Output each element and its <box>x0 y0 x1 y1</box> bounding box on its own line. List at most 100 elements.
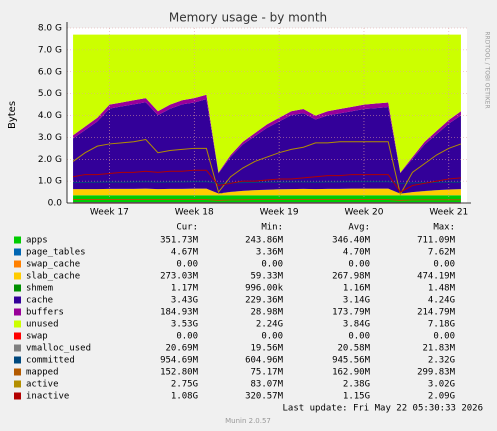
stat-value: 0.00 <box>433 332 455 342</box>
legend-swatch <box>14 296 21 304</box>
line-series <box>72 169 461 193</box>
y-axis-label: Bytes <box>7 101 18 129</box>
legend-swatch <box>14 332 21 340</box>
stat-value: 351.73M <box>160 236 199 246</box>
stat-value: 75.17M <box>250 368 283 378</box>
stat-value: 21.83M <box>422 344 455 354</box>
stat-value: 0.00 <box>433 260 455 270</box>
legend-swatch <box>14 344 21 352</box>
stat-value: 214.79M <box>417 308 456 318</box>
stat-value: 474.19M <box>417 272 456 282</box>
chart-title: Memory usage - by month <box>169 11 327 25</box>
stat-value: 152.80M <box>160 368 199 378</box>
stat-value: 2.38G <box>343 380 370 390</box>
legend-swatch <box>14 284 21 292</box>
stat-value: 7.62M <box>428 248 456 258</box>
legend-swatch <box>14 392 21 400</box>
stat-value: 0.00 <box>261 332 283 342</box>
legend-label: swap <box>26 332 48 342</box>
legend-swatch <box>14 272 21 280</box>
stat-value: 229.36M <box>245 296 284 306</box>
x-tick-label: Week 17 <box>90 208 129 218</box>
stat-value: 83.07M <box>250 380 283 390</box>
stat-value: 4.24G <box>428 296 455 306</box>
y-tick-label: 7.0 G <box>38 45 62 55</box>
y-tick-label: 5.0 G <box>38 89 62 99</box>
legend-swatch <box>14 356 21 364</box>
stat-value: 0.00 <box>348 332 370 342</box>
legend-swatch <box>14 320 21 328</box>
stat-value: 1.48M <box>428 284 456 294</box>
legend-label: cache <box>26 296 53 306</box>
line-series <box>72 139 462 196</box>
stats-header: Avg: <box>348 223 370 233</box>
y-tick-label: 1.0 G <box>38 177 62 187</box>
legend-label: apps <box>26 236 48 246</box>
watermark: RRDTOOL / TOBI OETIKER <box>484 31 491 108</box>
stat-value: 0.00 <box>176 332 198 342</box>
line-series <box>73 199 461 201</box>
y-tick-label: 6.0 G <box>38 67 62 77</box>
stats-header: Min: <box>261 223 283 233</box>
stat-value: 0.00 <box>261 260 283 270</box>
stat-value: 3.43G <box>171 296 198 306</box>
line-series <box>73 181 461 184</box>
legend-label: mapped <box>26 368 59 378</box>
stat-value: 173.79M <box>332 308 371 318</box>
area-series <box>73 34 461 173</box>
stat-value: 2.09G <box>428 392 455 402</box>
stat-value: 28.98M <box>250 308 283 318</box>
y-tick-label: 4.0 G <box>38 111 62 121</box>
stat-value: 346.40M <box>332 236 371 246</box>
stat-value: 711.09M <box>417 236 456 246</box>
stat-value: 299.83M <box>417 368 456 378</box>
legend-label: swap_cache <box>26 260 80 270</box>
stats-header: Max: <box>433 223 455 233</box>
legend-swatch <box>14 260 21 268</box>
footer: Munin 2.0.57 <box>225 417 271 425</box>
stat-value: 7.18G <box>428 320 455 330</box>
stat-value: 945.56M <box>332 356 371 366</box>
stat-value: 20.58M <box>337 344 370 354</box>
area-series <box>73 99 461 194</box>
stat-value: 19.56M <box>250 344 283 354</box>
stat-value: 2.24G <box>256 320 283 330</box>
stat-value: 2.75G <box>171 380 198 390</box>
stat-value: 1.17M <box>171 284 199 294</box>
x-tick-label: Week 21 <box>429 208 468 218</box>
x-tick-label: Week 20 <box>344 208 383 218</box>
y-tick-label: 3.0 G <box>38 133 62 143</box>
legend-label: unused <box>26 320 59 330</box>
stat-value: 4.70M <box>343 248 371 258</box>
legend-label: page_tables <box>26 248 86 258</box>
legend-swatch <box>14 380 21 388</box>
stat-value: 3.36M <box>256 248 284 258</box>
stat-value: 267.98M <box>332 272 371 282</box>
y-tick-label: 0.0 <box>48 199 63 209</box>
x-tick-label: Week 18 <box>175 208 214 218</box>
stat-value: 996.00k <box>245 284 284 294</box>
x-tick-label: Week 19 <box>260 208 299 218</box>
legend-swatch <box>14 308 21 316</box>
legend-label: committed <box>26 356 75 366</box>
stat-value: 1.08G <box>171 392 198 402</box>
legend-label: slab_cache <box>26 272 80 282</box>
stat-value: 3.53G <box>171 320 198 330</box>
last-update: Last update: Fri May 22 05:30:33 2026 <box>283 404 483 414</box>
stat-value: 0.00 <box>176 260 198 270</box>
stat-value: 1.15G <box>343 392 370 402</box>
stat-value: 59.33M <box>250 272 283 282</box>
stat-value: 2.32G <box>428 356 455 366</box>
legend-label: inactive <box>26 392 69 402</box>
stats-header: Cur: <box>176 223 198 233</box>
stat-value: 954.69M <box>160 356 199 366</box>
stat-value: 162.90M <box>332 368 371 378</box>
stat-value: 3.84G <box>343 320 370 330</box>
stat-value: 4.67M <box>171 248 199 258</box>
stat-value: 3.14G <box>343 296 370 306</box>
stat-value: 320.57M <box>245 392 284 402</box>
y-tick-label: 8.0 G <box>38 24 62 34</box>
y-tick-label: 2.0 G <box>38 155 62 165</box>
stat-value: 273.03M <box>160 272 199 282</box>
